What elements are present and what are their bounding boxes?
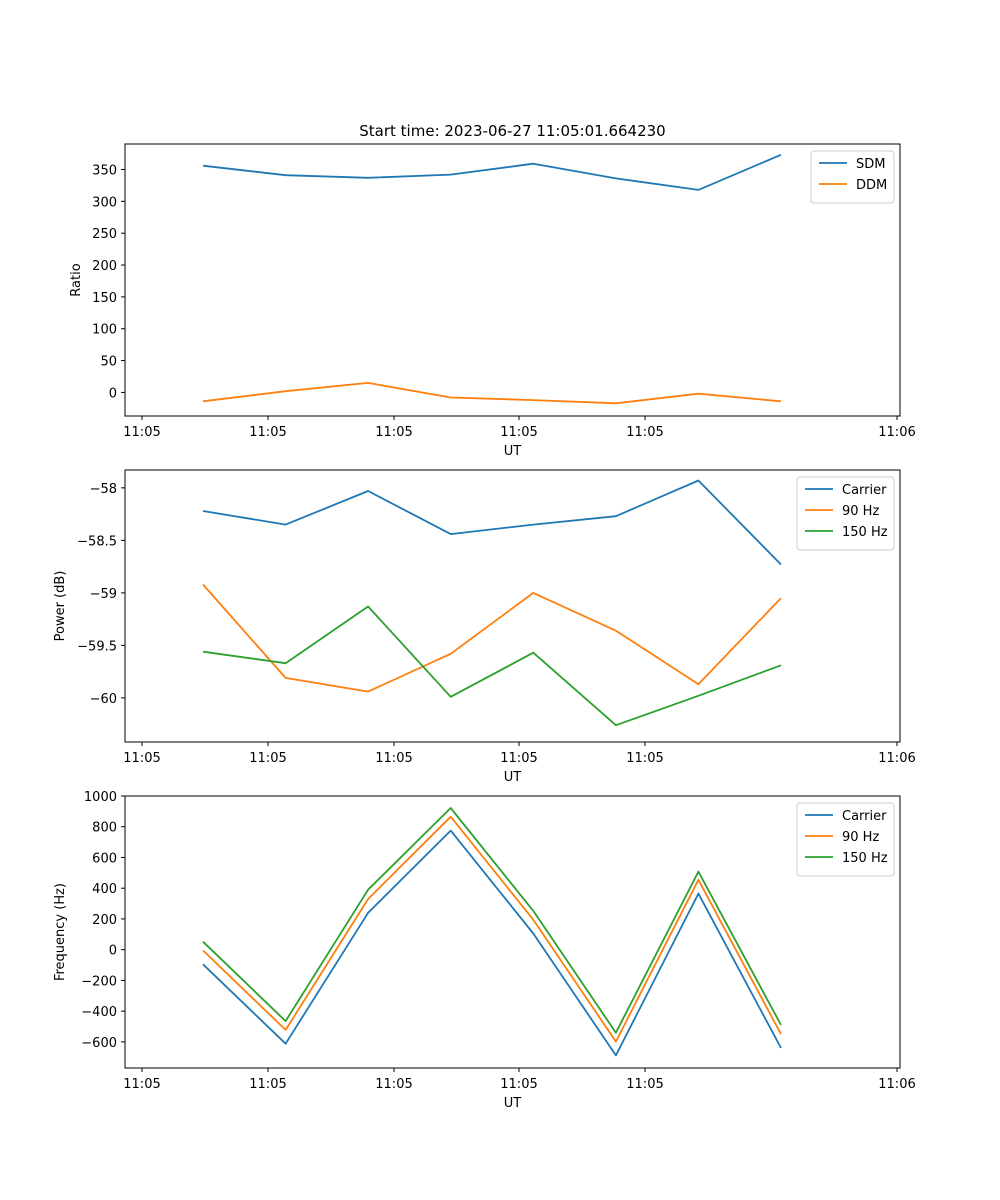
legend-label: Carrier <box>842 483 887 498</box>
x-tick-label: 11:05 <box>123 1077 160 1092</box>
y-tick-label: 400 <box>92 882 117 897</box>
y-tick-label: 800 <box>92 821 117 836</box>
x-tick-label: 11:05 <box>500 1077 537 1092</box>
series-line-carrier <box>202 479 782 566</box>
legend-label: DDM <box>856 178 887 193</box>
y-tick-label: −400 <box>81 1005 117 1020</box>
legend-label: Carrier <box>842 809 887 824</box>
series-line-150-hz <box>202 605 782 727</box>
x-tick-label: 11:05 <box>249 425 286 440</box>
y-tick-label: 150 <box>92 291 117 306</box>
y-tick-label: 0 <box>109 944 117 959</box>
series-line-150-hz <box>202 807 782 1034</box>
legend: SDM DDM <box>810 150 895 204</box>
chart-title: Start time: 2023-06-27 11:05:01.664230 <box>359 122 665 140</box>
series-line-ddm <box>202 381 782 405</box>
x-tick-label: 11:05 <box>500 751 537 766</box>
ratio-chart: 0 50 100 150 200 250 300 350 11:05 11:05 11:05 11:0… <box>69 143 916 459</box>
y-tick-label: −600 <box>81 1036 117 1051</box>
legend-label: 90 Hz <box>842 830 879 845</box>
y-tick-label: 100 <box>92 323 117 338</box>
x-tick-label: 11:05 <box>500 425 537 440</box>
x-tick-label: 11:05 <box>375 425 412 440</box>
legend: Carrier 90 Hz 150 Hz <box>796 802 895 877</box>
y-tick-label: −60 <box>90 692 117 707</box>
x-tick-label: 11:05 <box>249 1077 286 1092</box>
y-tick-label: 250 <box>92 227 117 242</box>
x-tick-label: 11:05 <box>249 751 286 766</box>
legend: Carrier 90 Hz 150 Hz <box>796 476 895 551</box>
x-axis-label: UT <box>504 1096 522 1111</box>
series-line-sdm <box>202 153 782 191</box>
chart-panels: 0 50 100 150 200 250 300 350 11:05 11:05 11:05 11:0… <box>53 143 916 1111</box>
y-tick-label: 0 <box>109 386 117 401</box>
series-line-carrier <box>202 829 782 1057</box>
x-tick-label: 11:05 <box>123 751 160 766</box>
power-chart: −58 −58.5 −59 −59.5 −60 11:05 11:05 11:05 11:05 1… <box>53 469 916 785</box>
y-axis-label: Frequency (Hz) <box>53 883 68 981</box>
series-line-90-hz <box>202 583 782 693</box>
x-axis-label: UT <box>504 444 522 459</box>
y-axis-label: Ratio <box>69 263 84 296</box>
frequency-chart: 1000 800 600 400 200 0 −200 −400 −600 11:05 11:05 1… <box>53 790 916 1111</box>
legend-label: 90 Hz <box>842 504 879 519</box>
y-tick-label: −200 <box>81 974 117 989</box>
plot-frame <box>124 469 901 743</box>
y-tick-label: 1000 <box>84 790 117 805</box>
x-tick-label: 11:06 <box>878 425 915 440</box>
x-axis-label: UT <box>504 770 522 785</box>
legend-label: 150 Hz <box>842 851 888 866</box>
x-tick-label: 11:05 <box>123 425 160 440</box>
x-tick-label: 11:06 <box>878 751 915 766</box>
series-line-90-hz <box>202 815 782 1043</box>
x-tick-label: 11:06 <box>878 1077 915 1092</box>
y-tick-label: 350 <box>92 163 117 178</box>
legend-label: 150 Hz <box>842 525 888 540</box>
y-tick-label: 50 <box>100 355 117 370</box>
x-tick-label: 11:05 <box>375 751 412 766</box>
y-tick-label: 200 <box>92 259 117 274</box>
y-tick-label: 300 <box>92 195 117 210</box>
y-tick-label: 600 <box>92 851 117 866</box>
y-tick-label: −58 <box>90 482 117 497</box>
x-tick-label: 11:05 <box>375 1077 412 1092</box>
y-tick-label: −58.5 <box>77 534 117 549</box>
legend-box <box>810 150 895 204</box>
y-tick-label: −59.5 <box>77 639 117 654</box>
x-tick-label: 11:05 <box>626 751 663 766</box>
plot-frame <box>124 143 901 417</box>
y-tick-label: 200 <box>92 913 117 928</box>
legend-label: SDM <box>856 157 885 172</box>
x-tick-label: 11:05 <box>626 1077 663 1092</box>
plot-frame <box>124 795 901 1069</box>
y-tick-label: −59 <box>90 587 117 602</box>
x-tick-label: 11:05 <box>626 425 663 440</box>
y-axis-label: Power (dB) <box>53 571 68 642</box>
